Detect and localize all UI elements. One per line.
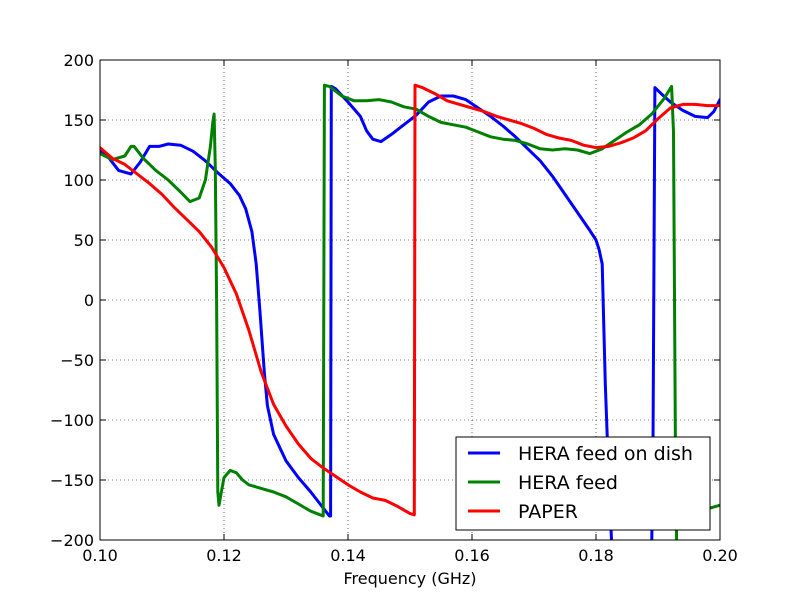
x-tick-label: 0.10 [82, 546, 118, 565]
legend-label: HERA feed [518, 472, 618, 494]
y-tick-label: 200 [63, 51, 94, 70]
grid [100, 60, 720, 540]
y-tick-label: 0 [84, 291, 94, 310]
series-line-hera-feed [100, 83, 679, 540]
x-tick-label: 0.12 [206, 546, 242, 565]
y-tick-label: 150 [63, 111, 94, 130]
ticks: 0.10 0.12 0.14 0.16 0.18 0.20 −200 −150 −100 −50 0… [50, 51, 738, 565]
y-tick-label: −150 [50, 471, 94, 490]
x-tick-label: 0.20 [702, 546, 738, 565]
series-line-paper [100, 83, 720, 517]
x-tick-label: 0.14 [330, 546, 366, 565]
legend-label: HERA feed on dish [518, 443, 693, 465]
y-tick-label: 100 [63, 171, 94, 190]
x-tick-label: 0.18 [578, 546, 614, 565]
legend: HERA feed on dish HERA feed PAPER [455, 436, 711, 531]
y-tick-label: 50 [74, 231, 94, 250]
y-tick-label: −50 [60, 351, 94, 370]
x-axis-label: Frequency (GHz) [343, 569, 476, 588]
x-tick-label: 0.16 [454, 546, 490, 565]
series-line-hera-feed-on-dish [100, 84, 613, 540]
y-tick-label: −100 [50, 411, 94, 430]
y-tick-label: −200 [50, 531, 94, 550]
legend-label: PAPER [518, 501, 578, 523]
